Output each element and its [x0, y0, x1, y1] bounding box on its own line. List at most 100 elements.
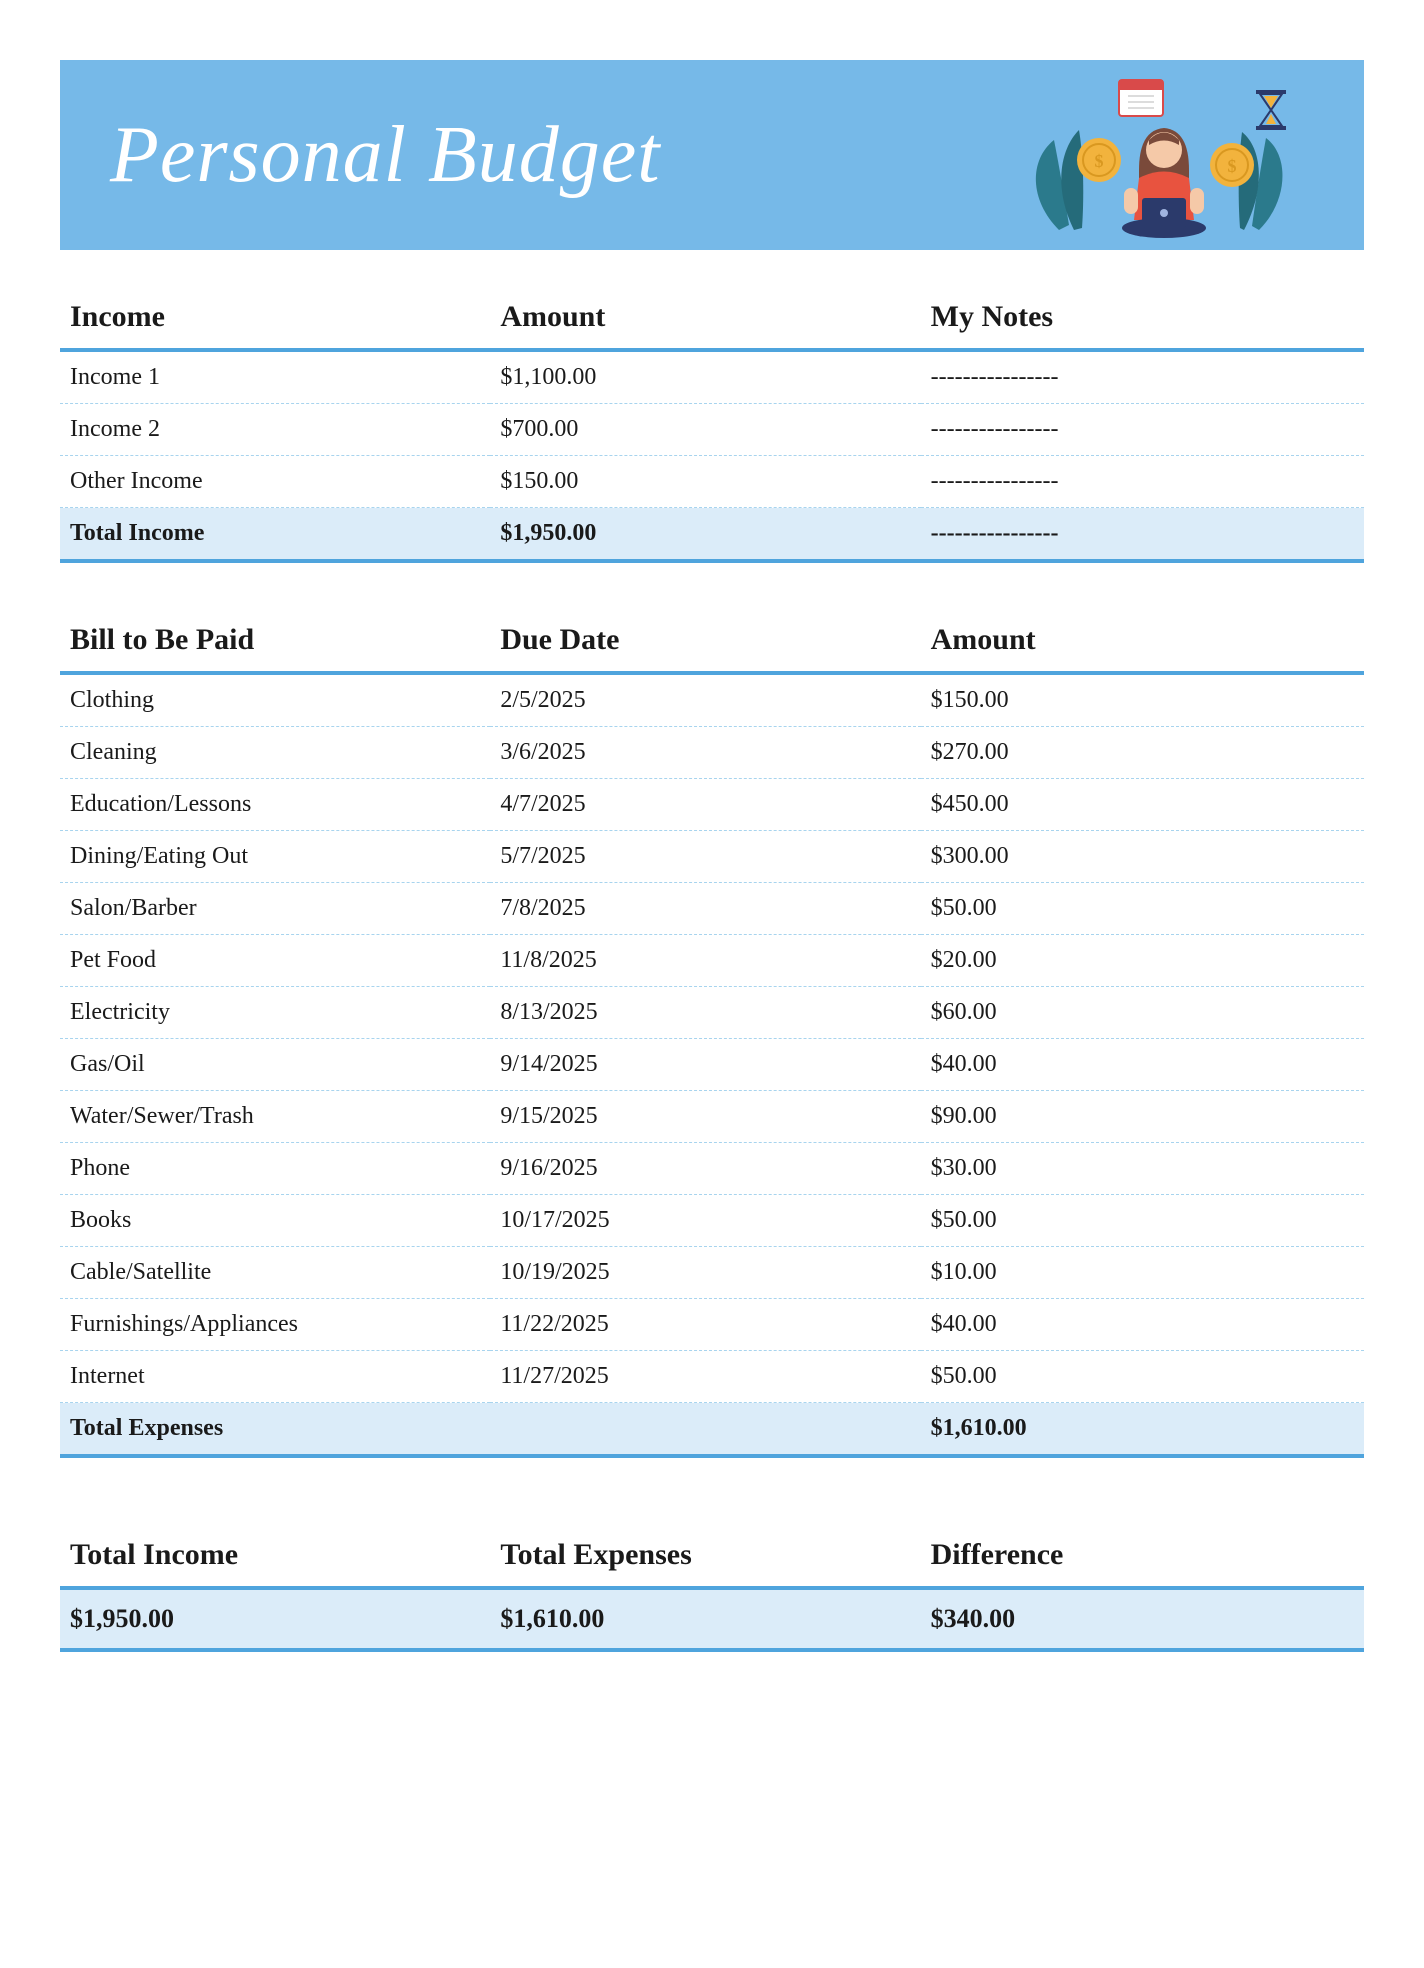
summary-header-expenses: Total Expenses: [490, 1528, 920, 1588]
leaf-left-icon: [1036, 130, 1083, 230]
bill-cell-due: 11/8/2025: [490, 935, 920, 987]
bill-cell-label: Education/Lessons: [60, 779, 490, 831]
bill-cell-due: 9/15/2025: [490, 1091, 920, 1143]
bill-cell-label: Electricity: [60, 987, 490, 1039]
bill-cell-label: Clothing: [60, 673, 490, 727]
svg-text:$: $: [1095, 151, 1104, 171]
bill-row: Education/Lessons4/7/2025$450.00: [60, 779, 1364, 831]
income-cell-label: Income 2: [60, 404, 490, 456]
bill-cell-label: Gas/Oil: [60, 1039, 490, 1091]
page-title: Personal Budget: [110, 110, 660, 201]
bill-cell-due: 11/22/2025: [490, 1299, 920, 1351]
summary-header-difference: Difference: [921, 1528, 1364, 1588]
bill-row: Electricity8/13/2025$60.00: [60, 987, 1364, 1039]
bill-cell-amount: $90.00: [921, 1091, 1364, 1143]
bill-row: Dining/Eating Out5/7/2025$300.00: [60, 831, 1364, 883]
bill-cell-label: Cable/Satellite: [60, 1247, 490, 1299]
banner-illustration: $ $: [1004, 70, 1324, 240]
income-table: Income Amount My Notes Income 1$1,100.00…: [60, 290, 1364, 563]
bill-cell-amount: $50.00: [921, 883, 1364, 935]
bills-total-due: [490, 1403, 920, 1457]
bill-row: Cable/Satellite10/19/2025$10.00: [60, 1247, 1364, 1299]
bill-row: Water/Sewer/Trash9/15/2025$90.00: [60, 1091, 1364, 1143]
bill-cell-amount: $270.00: [921, 727, 1364, 779]
bill-cell-label: Phone: [60, 1143, 490, 1195]
bill-row: Clothing2/5/2025$150.00: [60, 673, 1364, 727]
bill-row: Phone9/16/2025$30.00: [60, 1143, 1364, 1195]
bill-cell-label: Salon/Barber: [60, 883, 490, 935]
income-row: Other Income$150.00----------------: [60, 456, 1364, 508]
income-row: Income 1$1,100.00----------------: [60, 350, 1364, 404]
banner-header: Personal Budget $ $: [60, 60, 1364, 250]
income-header-notes: My Notes: [921, 290, 1364, 350]
bill-cell-label: Internet: [60, 1351, 490, 1403]
bill-cell-label: Dining/Eating Out: [60, 831, 490, 883]
coin-left-icon: $: [1077, 138, 1121, 182]
income-cell-label: Other Income: [60, 456, 490, 508]
bill-row: Pet Food11/8/2025$20.00: [60, 935, 1364, 987]
income-header-label: Income: [60, 290, 490, 350]
bill-cell-amount: $150.00: [921, 673, 1364, 727]
bill-cell-label: Water/Sewer/Trash: [60, 1091, 490, 1143]
bill-row: Furnishings/Appliances11/22/2025$40.00: [60, 1299, 1364, 1351]
income-cell-amount: $150.00: [490, 456, 920, 508]
income-cell-label: Income 1: [60, 350, 490, 404]
summary-header-income: Total Income: [60, 1528, 490, 1588]
hourglass-icon: [1256, 90, 1286, 130]
bill-cell-due: 10/17/2025: [490, 1195, 920, 1247]
svg-text:$: $: [1228, 156, 1237, 176]
bills-header-due: Due Date: [490, 613, 920, 673]
bill-cell-due: 7/8/2025: [490, 883, 920, 935]
bill-row: Salon/Barber7/8/2025$50.00: [60, 883, 1364, 935]
calendar-icon: [1119, 80, 1163, 116]
bill-cell-label: Cleaning: [60, 727, 490, 779]
bill-cell-due: 2/5/2025: [490, 673, 920, 727]
bill-cell-amount: $20.00: [921, 935, 1364, 987]
income-row: Income 2$700.00----------------: [60, 404, 1364, 456]
bill-cell-due: 3/6/2025: [490, 727, 920, 779]
bill-cell-amount: $30.00: [921, 1143, 1364, 1195]
person-icon: [1122, 128, 1206, 238]
bills-total-row: Total Expenses $1,610.00: [60, 1403, 1364, 1457]
bill-cell-amount: $60.00: [921, 987, 1364, 1039]
bill-cell-amount: $300.00: [921, 831, 1364, 883]
bill-cell-amount: $450.00: [921, 779, 1364, 831]
income-cell-amount: $700.00: [490, 404, 920, 456]
income-total-row: Total Income$1,950.00----------------: [60, 508, 1364, 562]
bills-table: Bill to Be Paid Due Date Amount Clothing…: [60, 613, 1364, 1458]
bill-cell-label: Pet Food: [60, 935, 490, 987]
bill-row: Gas/Oil9/14/2025$40.00: [60, 1039, 1364, 1091]
income-header-amount: Amount: [490, 290, 920, 350]
income-cell-notes: ----------------: [921, 456, 1364, 508]
bills-header-label: Bill to Be Paid: [60, 613, 490, 673]
income-total-notes: ----------------: [921, 508, 1364, 562]
bill-cell-amount: $40.00: [921, 1039, 1364, 1091]
bills-total-amount: $1,610.00: [921, 1403, 1364, 1457]
bills-header-amount: Amount: [921, 613, 1364, 673]
bill-row: Cleaning3/6/2025$270.00: [60, 727, 1364, 779]
bill-row: Books10/17/2025$50.00: [60, 1195, 1364, 1247]
bill-cell-amount: $40.00: [921, 1299, 1364, 1351]
summary-table: Total Income Total Expenses Difference $…: [60, 1528, 1364, 1652]
bill-cell-amount: $10.00: [921, 1247, 1364, 1299]
summary-difference-value: $340.00: [921, 1588, 1364, 1650]
bill-cell-due: 8/13/2025: [490, 987, 920, 1039]
summary-income-value: $1,950.00: [60, 1588, 490, 1650]
summary-row: $1,950.00 $1,610.00 $340.00: [60, 1588, 1364, 1650]
bill-cell-due: 9/14/2025: [490, 1039, 920, 1091]
bill-cell-due: 10/19/2025: [490, 1247, 920, 1299]
bill-cell-due: 4/7/2025: [490, 779, 920, 831]
income-cell-amount: $1,100.00: [490, 350, 920, 404]
income-total-amount: $1,950.00: [490, 508, 920, 562]
income-cell-notes: ----------------: [921, 350, 1364, 404]
bills-total-label: Total Expenses: [60, 1403, 490, 1457]
bill-cell-label: Books: [60, 1195, 490, 1247]
coin-right-icon: $: [1210, 143, 1254, 187]
bill-cell-amount: $50.00: [921, 1195, 1364, 1247]
bill-cell-due: 5/7/2025: [490, 831, 920, 883]
bill-cell-due: 9/16/2025: [490, 1143, 920, 1195]
bill-cell-label: Furnishings/Appliances: [60, 1299, 490, 1351]
income-total-label: Total Income: [60, 508, 490, 562]
bill-cell-due: 11/27/2025: [490, 1351, 920, 1403]
bill-row: Internet11/27/2025$50.00: [60, 1351, 1364, 1403]
